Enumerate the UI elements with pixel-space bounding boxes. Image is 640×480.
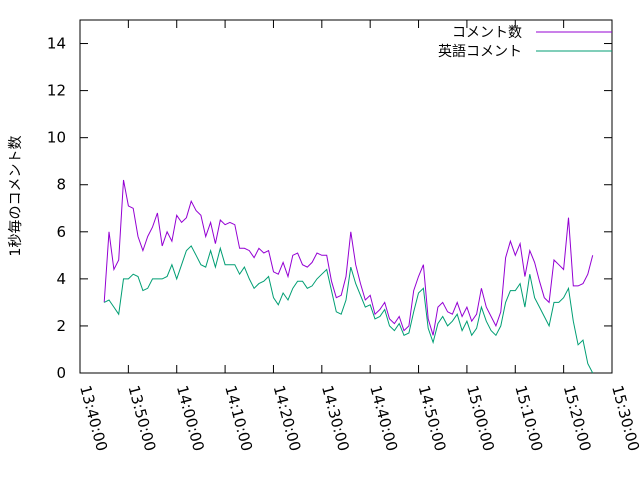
legend-label: 英語コメント [438, 43, 522, 60]
x-tick-label: 14:00:00 [173, 383, 208, 453]
y-tick-label: 10 [47, 129, 66, 147]
y-axis: 0 2 4 6 8 10 12 14 [47, 35, 612, 382]
y-axis-label: 1秒毎のコメント数 [8, 136, 24, 257]
y-tick-label: 4 [56, 270, 66, 288]
legend-label: コメント数 [452, 25, 522, 41]
y-tick-label: 0 [56, 364, 66, 382]
series-line-2 [103, 245, 594, 374]
x-tick-label: 14:50:00 [415, 383, 450, 453]
y-tick-label: 8 [56, 176, 66, 194]
y-tick-label: 2 [56, 317, 66, 335]
x-tick-label: 13:50:00 [124, 383, 159, 453]
x-tick-label: 14:10:00 [221, 383, 256, 453]
x-tick-label: 15:10:00 [511, 383, 546, 453]
x-tick-label: 14:30:00 [318, 383, 353, 453]
x-tick-label: 14:40:00 [366, 383, 401, 453]
series-lines [103, 179, 594, 374]
x-tick-label: 13:40:00 [76, 383, 111, 453]
y-tick-label: 6 [56, 223, 66, 241]
x-tick-label: 14:20:00 [270, 383, 305, 453]
y-tick-label: 12 [47, 82, 66, 100]
series-line-1 [103, 179, 594, 336]
x-tick-label: 15:00:00 [463, 383, 498, 453]
y-tick-label: 14 [47, 35, 66, 53]
x-tick-label: 15:20:00 [560, 383, 595, 453]
x-tick-label: 15:30:00 [608, 383, 640, 453]
plot-border [79, 19, 613, 374]
